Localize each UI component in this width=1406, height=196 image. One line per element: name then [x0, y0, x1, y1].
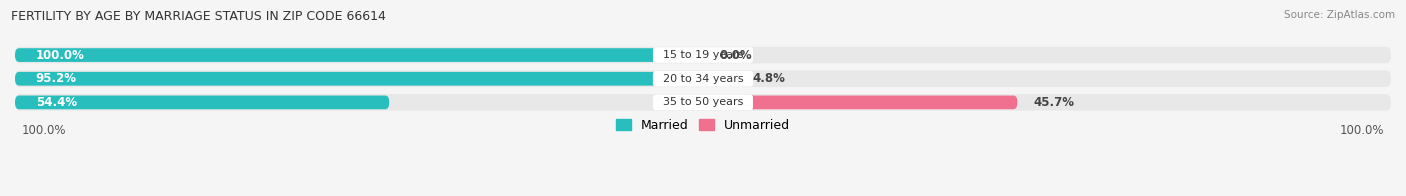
Text: FERTILITY BY AGE BY MARRIAGE STATUS IN ZIP CODE 66614: FERTILITY BY AGE BY MARRIAGE STATUS IN Z… [11, 10, 387, 23]
Text: 0.0%: 0.0% [720, 49, 752, 62]
FancyBboxPatch shape [15, 70, 1391, 87]
Text: 35 to 50 years: 35 to 50 years [655, 97, 751, 107]
FancyBboxPatch shape [15, 47, 1391, 63]
FancyBboxPatch shape [703, 72, 735, 86]
Text: Source: ZipAtlas.com: Source: ZipAtlas.com [1284, 10, 1395, 20]
Text: 45.7%: 45.7% [1033, 96, 1076, 109]
Text: 100.0%: 100.0% [1340, 124, 1384, 137]
Text: 54.4%: 54.4% [35, 96, 77, 109]
FancyBboxPatch shape [703, 95, 1018, 109]
Text: 4.8%: 4.8% [752, 72, 786, 85]
Text: 95.2%: 95.2% [35, 72, 77, 85]
FancyBboxPatch shape [15, 72, 671, 86]
Legend: Married, Unmarried: Married, Unmarried [612, 114, 794, 137]
Text: 100.0%: 100.0% [35, 49, 84, 62]
Text: 20 to 34 years: 20 to 34 years [655, 74, 751, 84]
FancyBboxPatch shape [15, 94, 1391, 111]
Text: 100.0%: 100.0% [22, 124, 66, 137]
FancyBboxPatch shape [15, 95, 389, 109]
Text: 15 to 19 years: 15 to 19 years [655, 50, 751, 60]
FancyBboxPatch shape [15, 48, 703, 62]
